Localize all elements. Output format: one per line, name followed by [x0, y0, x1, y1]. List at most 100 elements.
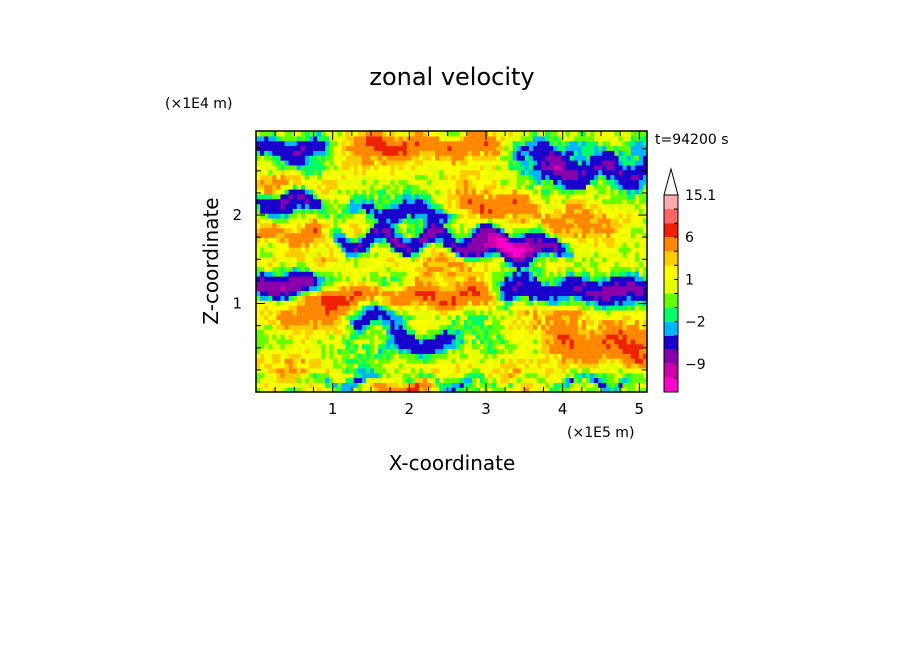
- field-cell: [260, 266, 265, 272]
- field-cell: [337, 353, 343, 359]
- field-cell: [349, 290, 355, 296]
- field-cell: [439, 387, 444, 393]
- field-cell: [345, 266, 351, 272]
- field-cell: [402, 382, 408, 388]
- field-cell: [374, 160, 379, 166]
- field-cell: [610, 343, 616, 350]
- field-cell: [528, 387, 534, 393]
- field-cell: [451, 251, 457, 258]
- field-cell: [276, 285, 282, 292]
- field-cell: [589, 377, 595, 383]
- field-cell: [378, 271, 383, 277]
- field-cell: [541, 213, 546, 219]
- field-cell: [520, 237, 526, 243]
- field-cell: [296, 227, 302, 234]
- field-cell: [256, 213, 261, 219]
- field-cell: [606, 348, 611, 354]
- field-cell: [268, 387, 273, 393]
- field-cell: [386, 179, 391, 185]
- field-cell: [439, 145, 444, 151]
- field-cell: [528, 140, 534, 147]
- field-cell: [325, 324, 330, 330]
- field-cell: [386, 266, 391, 272]
- field-cell: [382, 189, 387, 195]
- field-cell: [532, 189, 538, 195]
- field-cell: [296, 280, 302, 287]
- field-cell: [382, 140, 387, 147]
- field-cell: [634, 363, 640, 369]
- field-cell: [296, 343, 302, 350]
- field-cell: [272, 189, 277, 195]
- field-cell: [313, 189, 318, 195]
- field-cell: [256, 150, 261, 156]
- field-cell: [329, 329, 334, 335]
- field-cell: [480, 353, 485, 359]
- field-cell: [622, 276, 628, 282]
- field-cell: [553, 382, 558, 388]
- field-cell: [488, 150, 493, 156]
- field-cell: [313, 305, 318, 311]
- field-cell: [418, 174, 424, 180]
- field-cell: [577, 290, 583, 296]
- field-cell: [589, 343, 595, 350]
- field-cell: [308, 319, 314, 325]
- field-cell: [606, 290, 611, 296]
- field-cell: [496, 160, 501, 166]
- field-cell: [284, 227, 290, 234]
- field-cell: [410, 338, 416, 345]
- field-cell: [370, 338, 375, 345]
- field-cell: [406, 150, 412, 156]
- field-cell: [516, 256, 522, 263]
- field-cell: [374, 387, 379, 393]
- field-cell: [398, 348, 404, 354]
- field-cell: [455, 208, 461, 214]
- field-cell: [455, 363, 461, 369]
- field-cell: [626, 329, 632, 335]
- field-cell: [614, 338, 620, 345]
- field-cell: [508, 276, 514, 282]
- field-cell: [410, 358, 416, 364]
- field-cell: [528, 184, 534, 190]
- field-cell: [296, 334, 302, 340]
- field-cell: [390, 256, 396, 263]
- field-cell: [553, 353, 558, 359]
- field-cell: [606, 280, 611, 287]
- field-cell: [500, 290, 506, 296]
- field-cell: [402, 193, 408, 200]
- field-cell: [585, 256, 591, 263]
- field-cell: [463, 309, 469, 316]
- field-cell: [284, 164, 290, 171]
- field-cell: [500, 160, 506, 166]
- field-cell: [504, 145, 510, 151]
- field-cell: [313, 290, 318, 296]
- field-cell: [475, 222, 481, 229]
- field-cell: [435, 377, 440, 383]
- field-cell: [508, 329, 514, 335]
- field-cell: [488, 300, 493, 306]
- field-cell: [594, 256, 599, 263]
- field-cell: [626, 222, 632, 229]
- field-cell: [512, 150, 518, 156]
- field-cell: [447, 314, 453, 321]
- field-cell: [296, 271, 302, 277]
- field-cell: [296, 266, 302, 272]
- field-cell: [337, 184, 343, 190]
- field-cell: [292, 372, 298, 379]
- field-cell: [594, 174, 599, 180]
- field-cell: [256, 343, 261, 350]
- field-cell: [313, 314, 318, 321]
- field-cell: [329, 353, 334, 359]
- field-cell: [480, 218, 485, 224]
- field-cell: [414, 179, 420, 185]
- field-cell: [594, 353, 599, 359]
- field-cell: [300, 247, 306, 253]
- field-cell: [475, 309, 481, 316]
- field-cell: [264, 295, 269, 301]
- field-cell: [561, 319, 567, 325]
- field-cell: [553, 295, 558, 301]
- field-cell: [333, 271, 339, 277]
- field-cell: [329, 242, 334, 248]
- field-cell: [561, 300, 567, 306]
- field-cell: [565, 290, 571, 296]
- field-cell: [361, 348, 367, 354]
